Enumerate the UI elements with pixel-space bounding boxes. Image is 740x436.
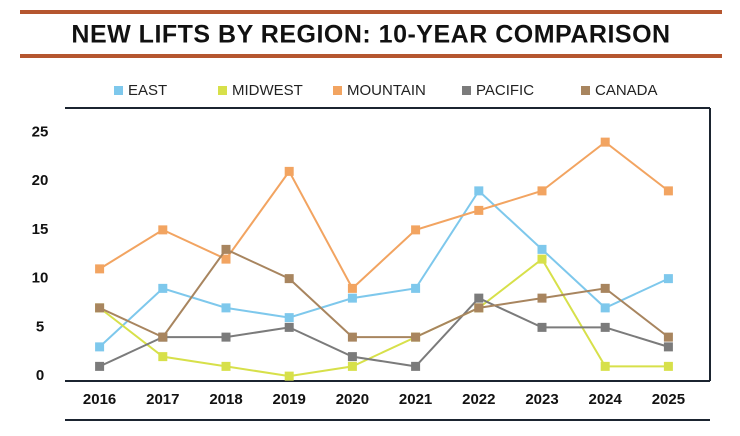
point-marker: [474, 205, 484, 215]
x-tick-label: 2016: [83, 391, 116, 408]
point-marker: [347, 361, 357, 371]
x-tick-label: 2021: [399, 391, 432, 408]
point-marker: [284, 322, 294, 332]
point-marker: [347, 283, 357, 293]
point-marker: [347, 352, 357, 362]
point-marker: [600, 322, 610, 332]
point-marker: [158, 352, 168, 362]
legend-label: MOUNTAIN: [347, 82, 426, 99]
title-rule-bottom: [20, 54, 722, 58]
point-marker: [284, 274, 294, 284]
point-marker: [158, 225, 168, 235]
point-marker: [600, 303, 610, 313]
y-tick-label: 0: [36, 367, 44, 384]
x-tick-label: 2018: [209, 391, 242, 408]
point-marker: [663, 186, 673, 196]
series-line: [99, 248, 670, 339]
point-marker: [537, 254, 547, 264]
x-tick-label: 2017: [146, 391, 179, 408]
point-marker: [95, 342, 105, 352]
series-line: [99, 140, 670, 290]
y-tick-label: 5: [36, 318, 44, 335]
point-marker: [95, 264, 105, 274]
chart-title: NEW LIFTS BY REGION: 10-YEAR COMPARISON: [71, 21, 670, 49]
point-marker: [663, 361, 673, 371]
series-line: [99, 296, 669, 368]
legend-swatch: [218, 86, 227, 95]
point-marker: [158, 283, 168, 293]
point-marker: [600, 361, 610, 371]
point-marker: [221, 303, 231, 313]
legend-label: MIDWEST: [232, 82, 303, 99]
point-marker: [600, 283, 610, 293]
point-marker: [158, 332, 168, 342]
point-marker: [347, 293, 357, 303]
point-marker: [537, 293, 547, 303]
series-line: [98, 257, 669, 378]
point-marker: [537, 322, 547, 332]
point-marker: [221, 244, 231, 254]
point-marker: [474, 303, 484, 313]
point-marker: [411, 283, 421, 293]
point-marker: [537, 244, 547, 254]
point-marker: [663, 342, 673, 352]
y-tick-label: 25: [32, 123, 49, 140]
legend-label: PACIFIC: [476, 82, 534, 99]
point-marker: [411, 225, 421, 235]
y-tick-label: 15: [32, 221, 49, 238]
legend-swatch: [581, 86, 590, 95]
point-marker: [95, 361, 105, 371]
point-marker: [411, 361, 421, 371]
legend-swatch: [462, 86, 471, 95]
point-marker: [411, 332, 421, 342]
point-marker: [347, 332, 357, 342]
point-marker: [95, 303, 105, 313]
point-marker: [284, 371, 294, 381]
x-tick-label: 2019: [273, 391, 306, 408]
x-tick-label: 2024: [589, 391, 623, 408]
x-tick-label: 2025: [652, 391, 685, 408]
x-tick-label: 2023: [525, 391, 558, 408]
point-marker: [537, 186, 547, 196]
series-line: [98, 189, 669, 348]
point-marker: [221, 332, 231, 342]
x-tick-label: 2022: [462, 391, 495, 408]
title-rule-top: [20, 10, 722, 14]
y-tick-label: 10: [32, 270, 49, 287]
point-marker: [474, 186, 484, 196]
legend-swatch: [114, 86, 123, 95]
y-tick-label: 20: [32, 172, 49, 189]
legend-label: EAST: [128, 82, 167, 99]
legend-swatch: [333, 86, 342, 95]
point-marker: [663, 274, 673, 284]
x-tick-label: 2020: [336, 391, 369, 408]
point-marker: [600, 137, 610, 147]
legend-label: CANADA: [595, 82, 658, 99]
point-marker: [221, 361, 231, 371]
point-marker: [221, 254, 231, 264]
point-marker: [663, 332, 673, 342]
point-marker: [284, 313, 294, 323]
point-marker: [284, 166, 294, 176]
point-marker: [474, 293, 484, 303]
